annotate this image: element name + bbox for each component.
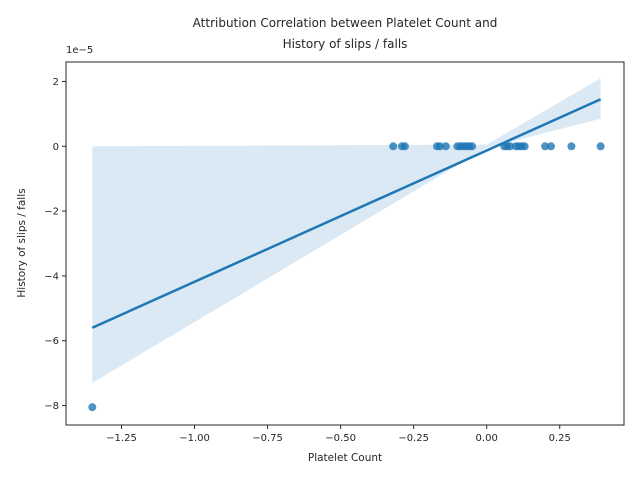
- y-tick-label: 0: [53, 142, 59, 153]
- x-tick-label: −0.75: [252, 433, 283, 444]
- chart-title-line-1: Attribution Correlation between Platelet…: [193, 16, 498, 30]
- y-tick-label: −6: [44, 336, 59, 347]
- y-axis-label: History of slips / falls: [16, 188, 28, 297]
- data-point: [546, 142, 555, 151]
- x-tick-label: 0.25: [549, 433, 571, 444]
- y-tick-label: −4: [44, 271, 59, 282]
- data-point: [468, 142, 477, 151]
- plot-area: [88, 78, 605, 412]
- x-tick-label: 0.00: [476, 433, 498, 444]
- x-tick-label: −0.50: [325, 433, 356, 444]
- data-point: [541, 142, 550, 151]
- chart-title-line-2: History of slips / falls: [283, 37, 408, 51]
- x-axis-label: Platelet Count: [308, 452, 382, 464]
- y-tick-label: −8: [44, 401, 59, 412]
- data-point: [435, 142, 444, 151]
- x-axis: −1.25 −1.00 −0.75 −0.50 −0.25 0.00 0.25: [106, 425, 571, 444]
- data-point: [520, 142, 529, 151]
- data-point: [389, 142, 398, 151]
- data-point: [88, 403, 97, 412]
- regression-line: [91, 98, 602, 329]
- data-point: [400, 142, 409, 151]
- axes-frame: [65, 61, 625, 426]
- x-tick-label: −1.00: [179, 433, 210, 444]
- confidence-band: [92, 78, 601, 383]
- y-tick-label: 2: [53, 77, 59, 88]
- x-tick-label: −0.25: [398, 433, 429, 444]
- data-point: [567, 142, 576, 151]
- y-axis: 2 0 −2 −4 −6 −8: [44, 77, 66, 412]
- y-tick-label: −2: [44, 207, 59, 218]
- data-point: [596, 142, 605, 151]
- y-offset-text: 1e−5: [66, 45, 93, 56]
- x-tick-label: −1.25: [106, 433, 137, 444]
- data-point: [441, 142, 450, 151]
- data-point: [506, 142, 515, 151]
